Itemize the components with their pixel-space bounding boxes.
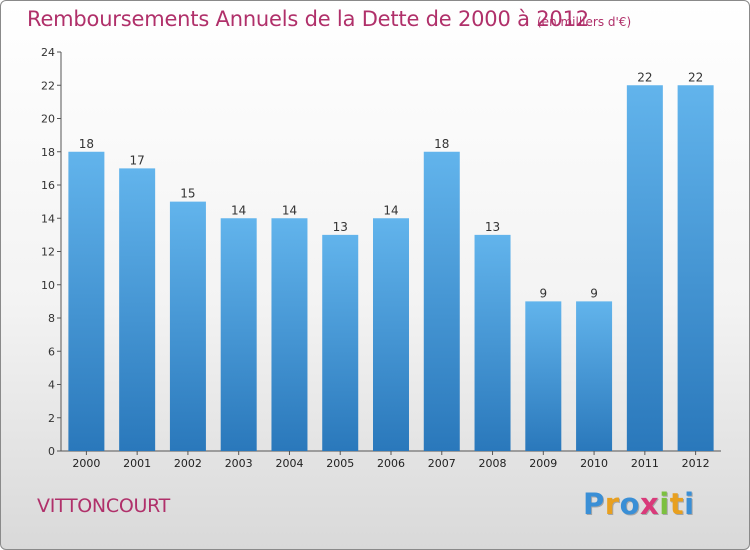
bar xyxy=(373,218,409,451)
bar-value-label: 14 xyxy=(383,203,398,217)
x-tick-label: 2001 xyxy=(123,457,151,470)
bar-value-label: 22 xyxy=(688,70,703,84)
logo-letter: x xyxy=(640,487,660,521)
y-tick-label: 2 xyxy=(48,412,55,425)
x-axis: 2000 2001 2002 2003 2004 2005 2006 2007 2008 2009… xyxy=(61,450,721,470)
bar-value-label: 18 xyxy=(79,137,94,151)
x-tick-label: 2009 xyxy=(529,457,557,470)
bar xyxy=(474,234,511,451)
logo-letter: o xyxy=(619,487,641,521)
bar xyxy=(119,168,156,451)
x-tick-label: 2012 xyxy=(682,457,710,470)
y-tick-label: 12 xyxy=(41,246,55,259)
logo-letter: r xyxy=(604,487,620,521)
y-tick-label: 0 xyxy=(48,445,55,458)
bar xyxy=(169,201,206,451)
bar xyxy=(576,301,613,451)
chart-title: Remboursements Annuels de la Dette de 20… xyxy=(27,7,589,31)
bar xyxy=(271,218,308,451)
y-tick-label: 20 xyxy=(41,113,55,126)
bar-value-label: 18 xyxy=(434,137,449,151)
data-labels: 18 17 15 14 14 13 14 18 13 9 9 22 22 xyxy=(79,70,704,300)
x-tick-label: 2004 xyxy=(275,457,303,470)
logo-letter: P xyxy=(583,487,605,521)
y-tick-label: 8 xyxy=(48,312,55,325)
x-tick-label: 2002 xyxy=(174,457,202,470)
y-tick-label: 14 xyxy=(41,212,55,225)
x-tick-label: 2008 xyxy=(479,457,507,470)
bar-value-label: 15 xyxy=(180,187,195,201)
bar xyxy=(626,85,663,451)
logo-letter: i xyxy=(684,487,695,521)
bar-value-label: 22 xyxy=(637,70,652,84)
bar xyxy=(68,151,105,451)
y-tick-label: 6 xyxy=(48,345,55,358)
bar xyxy=(322,234,359,451)
commune-name: VITTONCOURT xyxy=(37,495,170,517)
chart-unit: (en milliers d'€) xyxy=(537,15,632,29)
bar xyxy=(525,301,562,451)
x-tick-label: 2011 xyxy=(631,457,659,470)
logo-letter: i xyxy=(659,487,670,521)
y-tick-label: 22 xyxy=(41,79,55,92)
x-tick-label: 2007 xyxy=(428,457,456,470)
y-tick-label: 24 xyxy=(41,46,55,59)
bar-value-label: 9 xyxy=(539,286,547,300)
x-tick-label: 2003 xyxy=(225,457,253,470)
bar-value-label: 17 xyxy=(130,153,145,167)
bar xyxy=(423,151,460,451)
x-tick-label: 2010 xyxy=(580,457,608,470)
bar-value-label: 9 xyxy=(590,286,598,300)
proxiti-logo[interactable]: Proxiti xyxy=(583,487,695,521)
x-tick-label: 2006 xyxy=(377,457,405,470)
y-tick-label: 4 xyxy=(48,379,55,392)
x-tick-label: 2005 xyxy=(326,457,354,470)
logo-letter: t xyxy=(669,487,685,521)
x-tick-label: 2000 xyxy=(72,457,100,470)
bar-value-label: 13 xyxy=(485,220,500,234)
bar xyxy=(220,218,257,451)
bar-value-label: 14 xyxy=(282,203,297,217)
y-tick-label: 10 xyxy=(41,279,55,292)
y-tick-label: 16 xyxy=(41,179,55,192)
y-tick-label: 18 xyxy=(41,146,55,159)
bar-value-label: 13 xyxy=(333,220,348,234)
bars xyxy=(68,85,714,451)
bar-value-label: 14 xyxy=(231,203,246,217)
bar xyxy=(677,85,714,451)
